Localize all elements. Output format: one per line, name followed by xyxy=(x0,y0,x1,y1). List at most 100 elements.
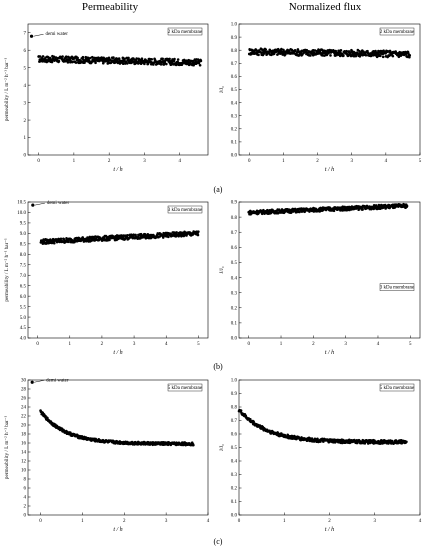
data-point xyxy=(46,238,49,242)
demi-water-point xyxy=(29,34,34,38)
data-point xyxy=(104,234,108,238)
data-point xyxy=(364,53,368,57)
y-tick-label: 4.0 xyxy=(20,337,27,342)
data-point xyxy=(159,63,163,66)
x-tick-label: 4 xyxy=(179,159,182,164)
y-tick-label: 7 xyxy=(24,31,27,36)
data-point xyxy=(117,57,121,60)
data-point xyxy=(196,233,200,237)
data-point xyxy=(132,58,136,61)
data-point xyxy=(199,59,203,63)
data-point xyxy=(175,231,178,234)
y-tick-label: 9.5 xyxy=(20,222,27,227)
y-tick-label: 0.6 xyxy=(231,75,238,80)
y-tick-label: 0 xyxy=(24,154,27,159)
y-tick-label: 0.4 xyxy=(231,460,238,465)
y-axis-label: J/J₀ xyxy=(219,86,225,93)
y-tick-label: 14 xyxy=(21,451,27,456)
y-tick-label: 0.8 xyxy=(231,49,238,54)
data-series xyxy=(247,47,412,59)
data-point xyxy=(165,62,168,66)
chart-b-left: 0 1 2 3 4 5 4.0 4.5 5.0 5.5 6.0 6.5 7.0 7.5 8.0 8.5 9.0 9… xyxy=(4,201,209,356)
data-point xyxy=(54,56,58,59)
data-point xyxy=(161,57,164,61)
x-tick-label: 4 xyxy=(419,519,422,524)
data-point xyxy=(325,53,329,57)
data-point xyxy=(187,58,191,62)
data-point xyxy=(348,438,351,442)
data-point xyxy=(249,417,252,421)
data-point xyxy=(294,49,297,53)
plot-frame xyxy=(238,379,421,516)
data-point xyxy=(168,57,171,61)
data-point xyxy=(90,55,94,59)
x-tick-label: 0 xyxy=(248,159,251,164)
y-tick-label: 0.2 xyxy=(231,128,238,133)
data-point xyxy=(66,61,70,64)
plot-frame xyxy=(27,201,209,339)
x-tick-label: 4 xyxy=(385,159,388,164)
y-tick-label: 10.0 xyxy=(17,211,26,216)
y-tick-label: 0.8 xyxy=(231,406,238,411)
y-tick-label: 10.5 xyxy=(17,201,26,206)
data-point xyxy=(316,437,319,441)
x-tick-label: 2 xyxy=(328,519,331,524)
data-point xyxy=(81,55,85,59)
y-axis-label: permeability / L m⁻² h⁻¹ bar⁻¹ xyxy=(4,57,10,121)
y-tick-label: 6 xyxy=(24,487,27,492)
row-label-b: (b) xyxy=(213,362,223,371)
data-point xyxy=(260,51,263,54)
x-tick-label: 1 xyxy=(282,159,285,164)
data-point xyxy=(50,60,54,64)
data-point xyxy=(408,54,412,57)
data-point xyxy=(339,49,343,52)
data-point xyxy=(66,240,70,244)
y-tick-label: 7.5 xyxy=(20,263,27,268)
y-tick-label: 0.0 xyxy=(231,514,238,519)
data-point xyxy=(135,57,138,60)
y-tick-label: 2 xyxy=(24,119,27,124)
legend-box xyxy=(167,383,203,392)
y-tick-label: 24 xyxy=(21,406,27,411)
data-point xyxy=(125,62,129,65)
data-point xyxy=(127,56,130,60)
data-point xyxy=(305,48,309,52)
data-point xyxy=(379,54,382,58)
data-point xyxy=(394,50,397,53)
data-point xyxy=(264,48,268,51)
data-point xyxy=(57,59,61,63)
data-point xyxy=(391,54,395,58)
y-tick-label: 0 xyxy=(24,514,27,519)
annotation-label: demi water xyxy=(46,32,69,37)
data-point xyxy=(161,236,165,239)
data-point xyxy=(61,55,64,58)
data-point xyxy=(108,238,111,242)
x-tick-label: 3 xyxy=(374,519,377,524)
y-tick-label: 12 xyxy=(21,460,27,465)
data-point xyxy=(101,61,105,65)
annotation-label: demi water xyxy=(46,378,69,383)
chart-a-left: 0 1 2 3 4 0 1 2 3 4 5 6 7 t / h permeability / L m⁻² h… xyxy=(4,23,209,173)
row-label-a: (a) xyxy=(213,185,223,194)
x-axis-label: t / h xyxy=(325,527,334,533)
data-point xyxy=(38,55,42,58)
data-series xyxy=(37,54,203,67)
y-tick-label: 20 xyxy=(21,424,27,429)
y-tick-label: 2 xyxy=(24,505,27,510)
data-point xyxy=(121,62,125,66)
y-tick-label: 8.5 xyxy=(20,243,27,248)
annotation-label: demi water xyxy=(47,201,70,206)
x-tick-label: 4 xyxy=(165,342,168,347)
column-title-normalized-flux: Normalized flux xyxy=(288,1,362,13)
y-tick-label: 0.9 xyxy=(231,201,238,206)
data-point xyxy=(342,54,345,57)
y-tick-label: 5 xyxy=(24,66,27,71)
data-point xyxy=(358,49,361,53)
y-tick-label: 0.6 xyxy=(231,246,238,251)
x-tick-label: 2 xyxy=(312,342,315,347)
data-point xyxy=(76,56,79,60)
y-tick-label: 1 xyxy=(24,136,27,141)
x-tick-label: 3 xyxy=(350,159,353,164)
y-tick-label: 4 xyxy=(24,496,27,501)
